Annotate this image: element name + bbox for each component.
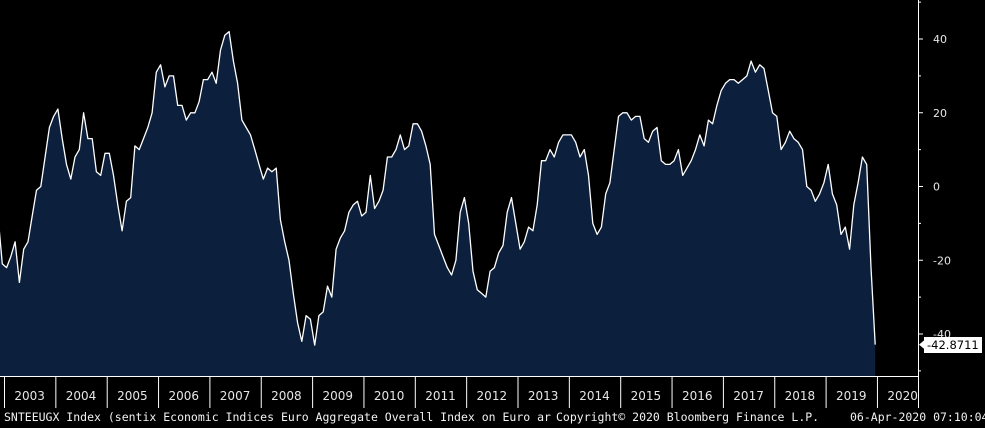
last-value-pointer <box>919 339 925 350</box>
x-tick-label: 2016 <box>682 389 713 403</box>
x-tick-label: 2010 <box>374 389 405 403</box>
x-tick-label: 2014 <box>579 389 610 403</box>
y-tick-label: -20 <box>933 254 951 267</box>
footer-ticker-description: SNTEEUGX Index (sentix Economic Indices … <box>4 410 551 424</box>
x-tick-label: 2020 <box>887 389 918 403</box>
x-tick-label: 2015 <box>631 389 662 403</box>
x-tick-label: 2009 <box>323 389 354 403</box>
x-tick-label: 2017 <box>733 389 764 403</box>
x-tick-label: 2013 <box>528 389 559 403</box>
series-line <box>0 30 876 346</box>
x-tick-label: 2003 <box>14 389 45 403</box>
y-tick-label: 0 <box>933 181 940 194</box>
footer-copyright: Copyright© 2020 Bloomberg Finance L.P. <box>556 410 820 424</box>
x-tick-label: 2006 <box>168 389 199 403</box>
x-tick-label: 2012 <box>477 389 508 403</box>
x-tick-label: 2007 <box>220 389 251 403</box>
y-tick-label: 20 <box>933 107 947 120</box>
x-tick-label: 2004 <box>66 389 97 403</box>
x-tick-label: 2008 <box>271 389 302 403</box>
y-tick-label: 40 <box>933 33 947 46</box>
x-tick-label: 2011 <box>425 389 456 403</box>
footer-timestamp: 06-Apr-2020 07:10:04 <box>850 410 985 424</box>
x-tick-label: 2019 <box>836 389 867 403</box>
last-value-badge: -42.8711 <box>924 336 982 353</box>
x-tick-label: 2005 <box>117 389 148 403</box>
series-area-fill <box>0 31 876 376</box>
x-tick-label: 2018 <box>785 389 816 403</box>
